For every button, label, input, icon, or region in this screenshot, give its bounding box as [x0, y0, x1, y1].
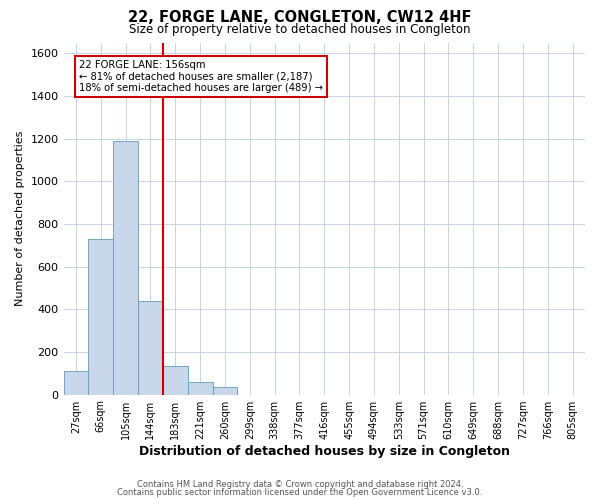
- Bar: [212, 387, 238, 394]
- Bar: [113, 140, 138, 394]
- Text: Contains public sector information licensed under the Open Government Licence v3: Contains public sector information licen…: [118, 488, 482, 497]
- Text: 22 FORGE LANE: 156sqm
← 81% of detached houses are smaller (2,187)
18% of semi-d: 22 FORGE LANE: 156sqm ← 81% of detached …: [79, 60, 323, 93]
- Text: Size of property relative to detached houses in Congleton: Size of property relative to detached ho…: [129, 22, 471, 36]
- Text: 22, FORGE LANE, CONGLETON, CW12 4HF: 22, FORGE LANE, CONGLETON, CW12 4HF: [128, 10, 472, 25]
- Bar: [88, 239, 113, 394]
- Bar: [188, 382, 212, 394]
- Bar: [163, 366, 188, 394]
- Text: Contains HM Land Registry data © Crown copyright and database right 2024.: Contains HM Land Registry data © Crown c…: [137, 480, 463, 489]
- Bar: [64, 371, 88, 394]
- Bar: [138, 300, 163, 394]
- Y-axis label: Number of detached properties: Number of detached properties: [15, 131, 25, 306]
- X-axis label: Distribution of detached houses by size in Congleton: Distribution of detached houses by size …: [139, 444, 510, 458]
